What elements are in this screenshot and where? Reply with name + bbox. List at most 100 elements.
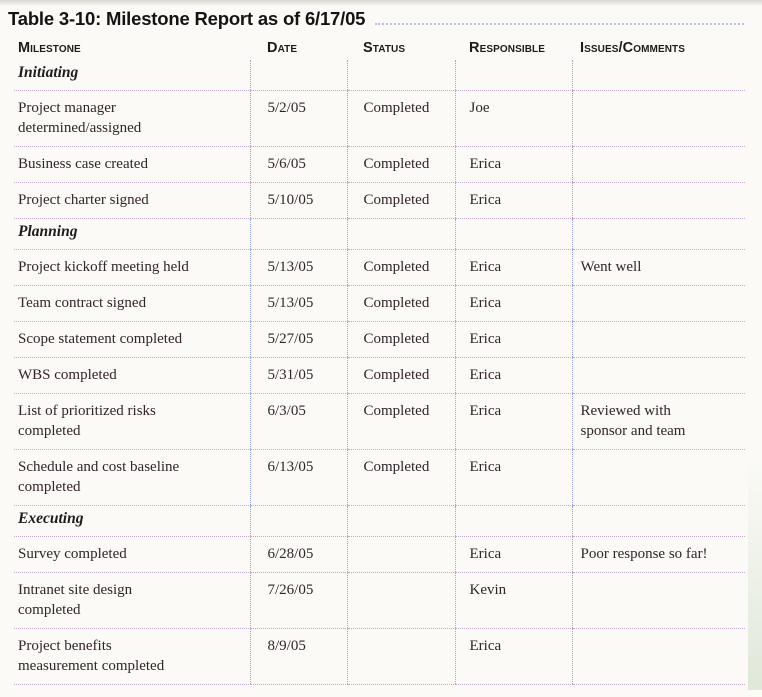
table-row: Survey completed 6/28/05 Erica Poor respons…	[14, 536, 745, 573]
empty-cell	[571, 60, 745, 91]
cell-comments	[571, 182, 745, 219]
table-row: Intranet site design completed 7/26/05 Kev…	[14, 572, 745, 629]
table-title-row: Table 3-10: Milestone Report as of 6/17/…	[8, 8, 752, 30]
cell-comments	[571, 357, 745, 394]
cell-status	[346, 572, 455, 629]
empty-cell	[454, 60, 572, 91]
section-label: Planning	[14, 218, 250, 250]
column-header-milestone: Milestone	[18, 40, 81, 56]
header-row: Milestone Date Status Responsible Issues…	[14, 30, 745, 60]
table-row: Scope statement completed 5/27/05 Complete…	[14, 321, 745, 358]
table-row: Team contract signed 5/13/05 Completed Eric…	[14, 285, 745, 322]
cell-comments	[571, 449, 745, 506]
cell-comments: Poor response so far!	[571, 536, 745, 573]
cell-milestone: Project benefits measurement completed	[14, 628, 250, 685]
cell-status: Completed	[346, 249, 455, 286]
cell-date: 6/28/05	[249, 536, 347, 573]
cell-milestone: List of prioritized risks completed	[14, 393, 250, 450]
cell-date: 5/27/05	[249, 321, 347, 358]
section-row: Executing	[14, 505, 745, 537]
empty-cell	[454, 218, 572, 250]
empty-cell	[571, 218, 745, 250]
column-header-issues-comments: Issues/Comments	[580, 40, 686, 56]
cell-date: 7/26/05	[249, 572, 347, 629]
cell-status: Completed	[346, 321, 455, 358]
cell-responsible: Erica	[454, 628, 572, 685]
cell-status: Completed	[346, 449, 455, 506]
cell-responsible: Erica	[454, 249, 572, 286]
empty-cell	[454, 505, 572, 537]
empty-cell	[249, 218, 347, 250]
cell-status: Completed	[346, 393, 455, 450]
table-row: WBS completed 5/31/05 Completed Erica	[14, 357, 745, 394]
cell-responsible: Kevin	[454, 572, 572, 629]
empty-cell	[571, 505, 745, 537]
cell-date: 5/2/05	[249, 90, 347, 147]
cell-date: 6/13/05	[249, 449, 347, 506]
cell-milestone: Survey completed	[14, 536, 250, 573]
empty-cell	[346, 505, 455, 537]
column-header-responsible: Responsible	[469, 40, 546, 56]
cell-status	[346, 536, 455, 573]
cell-comments: Went well	[571, 249, 745, 286]
table-row: Schedule and cost baseline completed 6/13…	[14, 449, 745, 506]
cell-comments	[571, 90, 745, 147]
milestone-table: Milestone Date Status Responsible Issues…	[14, 30, 745, 685]
cell-responsible: Erica	[454, 393, 572, 450]
cell-status: Completed	[346, 285, 455, 322]
cell-comments	[571, 285, 745, 322]
cell-milestone: Project charter signed	[14, 182, 250, 219]
cell-milestone: WBS completed	[14, 357, 250, 394]
table-row: Business case created 5/6/05 Completed Eric…	[14, 146, 745, 183]
cell-comments	[571, 321, 745, 358]
cell-responsible: Erica	[454, 146, 572, 183]
milestone-table-body: Initiating Project manager determined/ass…	[14, 60, 745, 685]
empty-cell	[346, 60, 455, 91]
cell-responsible: Erica	[454, 357, 572, 394]
cell-responsible: Erica	[454, 536, 572, 573]
cell-milestone: Scope statement completed	[14, 321, 250, 358]
cell-date: 5/10/05	[249, 182, 347, 219]
table-header: Milestone Date Status Responsible Issues…	[14, 30, 745, 60]
section-label: Executing	[14, 505, 250, 537]
cell-comments	[571, 628, 745, 685]
cell-milestone: Project manager determined/assigned	[14, 90, 250, 147]
page-title: Table 3-10: Milestone Report as of 6/17/…	[8, 8, 366, 29]
column-header-date: Date	[267, 40, 298, 56]
cell-date: 5/31/05	[249, 357, 347, 394]
cell-status: Completed	[346, 182, 455, 219]
section-row: Planning	[14, 218, 745, 250]
cell-milestone: Intranet site design completed	[14, 572, 250, 629]
cell-comments: Reviewed with sponsor and team	[571, 393, 745, 450]
cell-responsible: Erica	[454, 321, 572, 358]
cell-date: 5/6/05	[249, 146, 347, 183]
cell-milestone: Schedule and cost baseline completed	[14, 449, 250, 506]
cell-responsible: Erica	[454, 182, 572, 219]
table-row: Project benefits measurement completed 8/…	[14, 628, 745, 685]
table-row: Project manager determined/assigned 5/2/0…	[14, 90, 745, 147]
cell-status: Completed	[346, 146, 455, 183]
cell-date: 5/13/05	[249, 285, 347, 322]
section-row: Initiating	[14, 60, 745, 91]
empty-cell	[346, 218, 455, 250]
cell-comments	[571, 146, 745, 183]
table-row: List of prioritized risks completed 6/3/0…	[14, 393, 745, 450]
section-label: Initiating	[14, 60, 250, 91]
cell-responsible: Joe	[454, 90, 572, 147]
cell-milestone: Business case created	[14, 146, 250, 183]
cell-status	[346, 628, 455, 685]
table-row: Project kickoff meeting held 5/13/05 Compl…	[14, 249, 745, 286]
empty-cell	[249, 60, 347, 91]
table-row: Project charter signed 5/10/05 Completed Er…	[14, 182, 745, 219]
cell-status: Completed	[346, 357, 455, 394]
cell-date: 6/3/05	[249, 393, 347, 450]
cell-responsible: Erica	[454, 285, 572, 322]
empty-cell	[249, 505, 347, 537]
title-underline-rule	[375, 23, 744, 25]
cell-comments	[571, 572, 745, 629]
column-header-status: Status	[363, 40, 406, 56]
cell-responsible: Erica	[454, 449, 572, 506]
cell-date: 5/13/05	[249, 249, 347, 286]
cell-status: Completed	[346, 90, 455, 147]
